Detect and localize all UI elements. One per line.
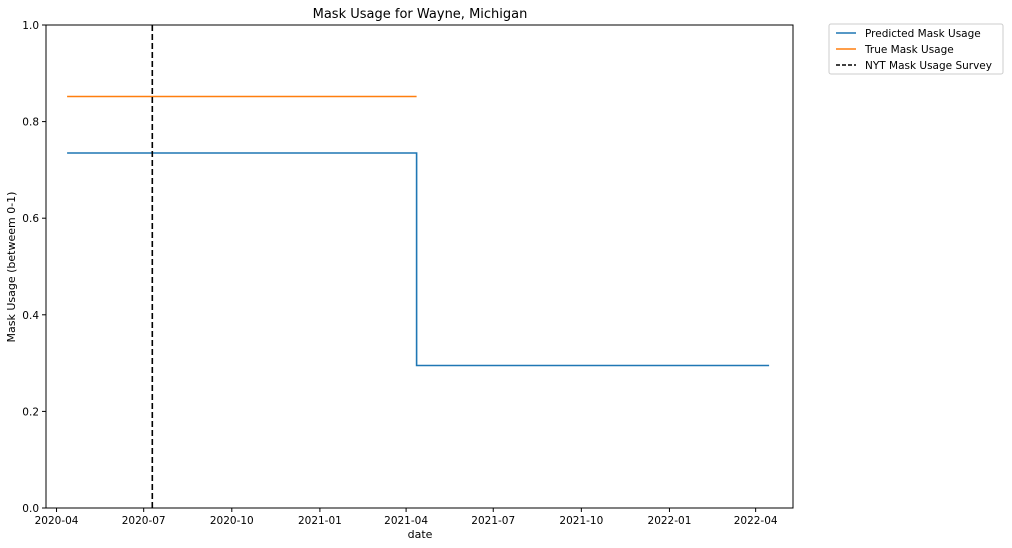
- legend-label-2: NYT Mask Usage Survey: [865, 60, 992, 72]
- plot-area: 2020-04 2020-07 2020-10 2021-01 2021-04 2021-…: [22, 20, 794, 527]
- y-tick-label: 0.8: [22, 117, 39, 129]
- y-tick-label: 1.0: [22, 20, 39, 32]
- x-tick-label: 2021-01: [298, 515, 342, 527]
- y-axis: 0.0 0.2 0.4 0.6 0.8 1.0: [22, 20, 46, 515]
- legend-label-1: True Mask Usage: [864, 44, 954, 56]
- y-tick-label: 0.0: [22, 503, 39, 515]
- y-tick-label: 0.2: [22, 406, 39, 418]
- legend-box: [828, 23, 1004, 75]
- y-tick-label: 0.6: [22, 213, 39, 225]
- series-line-0: [67, 152, 770, 367]
- x-axis-label: date: [408, 528, 433, 541]
- x-tick-label: 2020-10: [210, 515, 254, 527]
- series-layer: [67, 25, 770, 508]
- x-tick-label: 2020-07: [122, 515, 166, 527]
- x-tick-label: 2022-04: [734, 515, 778, 527]
- chart-title: Mask Usage for Wayne, Michigan: [313, 7, 528, 22]
- plot-frame: [45, 24, 794, 509]
- x-tick-label: 2022-01: [648, 515, 692, 527]
- x-axis: 2020-04 2020-07 2020-10 2021-01 2021-04 2021-…: [35, 508, 778, 527]
- y-tick-label: 0.4: [22, 310, 39, 322]
- x-tick-label: 2021-10: [559, 515, 603, 527]
- legend: Predicted Mask Usage True Mask Usage NYT M…: [828, 23, 1004, 75]
- y-axis-label: Mask Usage (betweem 0-1): [5, 192, 18, 343]
- x-tick-label: 2021-04: [384, 515, 428, 527]
- x-tick-label: 2021-07: [471, 515, 515, 527]
- x-tick-label: 2020-04: [35, 515, 79, 527]
- legend-label-0: Predicted Mask Usage: [865, 28, 981, 40]
